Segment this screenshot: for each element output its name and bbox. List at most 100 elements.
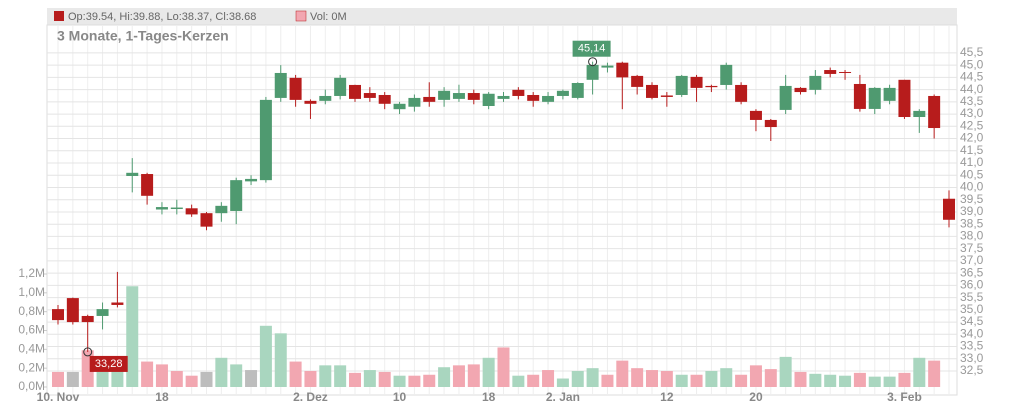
volume-bar bbox=[423, 374, 436, 387]
candle-body bbox=[660, 95, 673, 97]
candle-body bbox=[779, 85, 792, 110]
volume-bar bbox=[200, 371, 213, 387]
candle-body bbox=[155, 207, 168, 210]
candle-body bbox=[66, 298, 79, 323]
volume-bar bbox=[660, 370, 673, 387]
candle-body bbox=[928, 95, 941, 129]
volume-bar bbox=[809, 373, 822, 387]
y-tick-label: 39,5 bbox=[960, 192, 984, 206]
volume-bar bbox=[497, 347, 510, 387]
candle-body bbox=[170, 207, 183, 210]
volume-bar bbox=[794, 371, 807, 387]
candle-body bbox=[363, 93, 376, 98]
volume-bar bbox=[735, 374, 748, 387]
y-tick-label: 37,0 bbox=[960, 253, 984, 267]
candle-body bbox=[126, 172, 139, 176]
volume-bar bbox=[839, 375, 852, 387]
volume-bar bbox=[898, 372, 911, 387]
annotation-label: 45,14 bbox=[578, 43, 606, 55]
y-tick-label: 34,0 bbox=[960, 326, 984, 340]
y-tick-label: 32,5 bbox=[960, 363, 984, 377]
y-tick-label: 36,5 bbox=[960, 265, 984, 279]
candle-body bbox=[274, 72, 287, 98]
volume-bar bbox=[141, 361, 154, 387]
y-tick-label: 33,0 bbox=[960, 351, 984, 365]
candle-body bbox=[527, 94, 540, 101]
candle-body bbox=[868, 87, 881, 109]
x-tick-label: 2. Dez bbox=[293, 390, 328, 404]
volume-bar bbox=[601, 374, 614, 387]
volume-tick-label: 0,4M bbox=[18, 342, 45, 356]
legend-swatch bbox=[54, 11, 64, 21]
candle-body bbox=[378, 94, 391, 104]
volume-bar bbox=[126, 286, 139, 387]
volume-bar bbox=[868, 376, 881, 387]
legend-volume: Vol: 0M bbox=[310, 11, 347, 23]
candle-body bbox=[230, 180, 243, 211]
legend-swatch bbox=[295, 10, 307, 22]
candle-body bbox=[749, 110, 762, 120]
candle-body bbox=[586, 64, 599, 80]
candle-body bbox=[512, 89, 525, 96]
volume-bar bbox=[304, 370, 317, 387]
volume-bar bbox=[378, 371, 391, 387]
candle-body bbox=[482, 93, 495, 106]
y-tick-label: 45,5 bbox=[960, 45, 984, 59]
candle-body bbox=[735, 84, 748, 102]
volume-tick-label: 1,0M bbox=[18, 285, 45, 299]
volume-bar bbox=[764, 369, 777, 387]
candle-body bbox=[720, 64, 733, 85]
candle-body bbox=[883, 87, 896, 101]
annotation-marker bbox=[588, 57, 598, 67]
candle-body bbox=[259, 99, 272, 181]
subtitle: 3 Monate, 1-Tages-Kerzen bbox=[57, 28, 229, 44]
y-tick-label: 36,0 bbox=[960, 278, 984, 292]
volume-bar bbox=[928, 360, 941, 387]
y-tick-label: 41,0 bbox=[960, 155, 984, 169]
candle-body bbox=[853, 83, 866, 109]
volume-bar bbox=[349, 372, 361, 387]
candle-body bbox=[215, 205, 228, 214]
volume-bar bbox=[749, 365, 762, 387]
candle-body bbox=[675, 75, 688, 95]
volume-bar bbox=[542, 370, 555, 387]
candle-body bbox=[304, 100, 317, 104]
x-tick-label: 18 bbox=[155, 390, 169, 404]
volume-bar bbox=[363, 370, 376, 387]
candle-body bbox=[705, 85, 718, 88]
volume-bar bbox=[690, 374, 703, 387]
volume-bar bbox=[185, 375, 198, 387]
volume-bar bbox=[245, 370, 258, 387]
candle-body bbox=[601, 65, 614, 68]
candle-body bbox=[96, 309, 109, 316]
x-tick-label: 20 bbox=[749, 390, 763, 404]
candle-body bbox=[423, 96, 436, 102]
y-tick-label: 41,5 bbox=[960, 143, 984, 157]
annotation-box bbox=[89, 355, 128, 372]
y-tick-label: 34,5 bbox=[960, 314, 984, 328]
volume-bar bbox=[274, 333, 287, 387]
y-tick-label: 40,5 bbox=[960, 167, 984, 181]
annotation-box bbox=[572, 40, 611, 57]
volume-bar bbox=[720, 368, 733, 387]
candle-body bbox=[81, 315, 94, 323]
y-tick-label: 43,0 bbox=[960, 106, 984, 120]
annotation-marker bbox=[83, 347, 93, 357]
volume-bar bbox=[883, 376, 896, 387]
y-tick-label: 39,0 bbox=[960, 204, 984, 218]
volume-bar bbox=[96, 371, 109, 387]
candle-body bbox=[646, 84, 658, 98]
candle-body bbox=[764, 119, 777, 128]
volume-tick-label: 1,2M bbox=[18, 266, 45, 280]
x-tick-label: 18 bbox=[482, 390, 496, 404]
volume-bar bbox=[631, 368, 644, 387]
y-tick-label: 42,5 bbox=[960, 118, 984, 132]
candle-body bbox=[794, 87, 807, 93]
volume-bar bbox=[779, 356, 792, 387]
candle-body bbox=[467, 93, 480, 100]
y-tick-label: 45,0 bbox=[960, 57, 984, 71]
y-tick-label: 40,0 bbox=[960, 180, 984, 194]
volume-bar bbox=[467, 364, 480, 387]
y-tick-label: 44,5 bbox=[960, 70, 984, 84]
volume-bar bbox=[111, 370, 124, 387]
